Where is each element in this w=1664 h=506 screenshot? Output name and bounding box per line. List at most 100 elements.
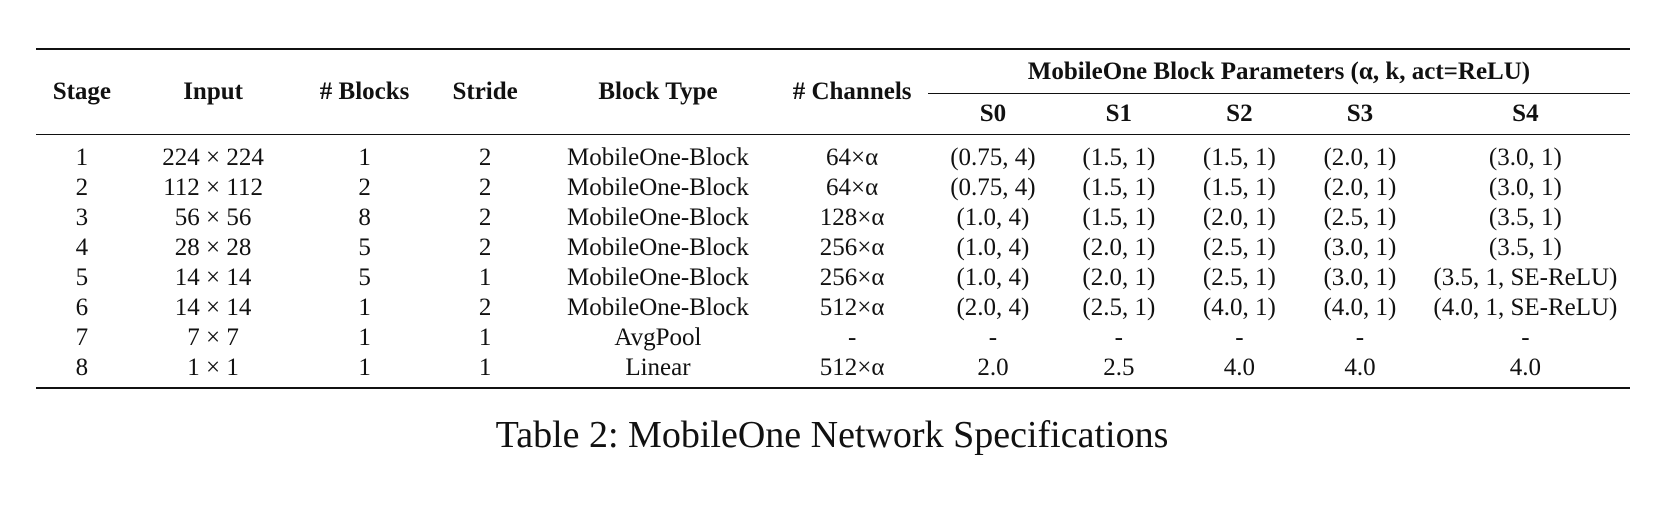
cell-s0: (1.0, 4) <box>956 234 1030 261</box>
header-row-top: Stage Input # Blocks Stride Block Type #… <box>36 48 1630 135</box>
cell-s3: (3.0, 1) <box>1323 234 1397 261</box>
cell-stage: 5 <box>75 264 89 291</box>
cell-s3: (2.5, 1) <box>1323 204 1397 231</box>
cell-channels: 64×α <box>826 174 879 201</box>
cell-block-type: MobileOne-Block <box>566 144 749 171</box>
cell-s1: (1.5, 1) <box>1082 144 1156 171</box>
cell-block-type: MobileOne-Block <box>566 174 749 201</box>
cell-input: 224 × 224 <box>162 144 264 171</box>
cell-input: 28 × 28 <box>174 234 252 261</box>
header-variant-s3: S3 <box>1299 93 1421 135</box>
cell-input: 56 × 56 <box>174 204 252 231</box>
cell-s0: (2.0, 4) <box>956 294 1030 321</box>
cell-block-type: MobileOne-Block <box>566 234 749 261</box>
cell-s3: (2.0, 1) <box>1323 174 1397 201</box>
cell-s0: - <box>988 324 998 351</box>
cell-blocks: 1 <box>358 324 371 351</box>
cell-stride: 1 <box>478 324 492 351</box>
header-block-parameters-group: MobileOne Block Parameters (α, k, act=Re… <box>927 48 1630 94</box>
header-variant-s4: S4 <box>1420 93 1630 135</box>
cell-s2: (2.0, 1) <box>1202 204 1276 231</box>
cell-s2: 4.0 <box>1179 353 1300 389</box>
cell-stride: 2 <box>478 234 492 261</box>
cell-stage: 6 <box>75 294 89 321</box>
cell-s2: (4.0, 1) <box>1202 294 1276 321</box>
cell-channels: 128×α <box>819 204 885 231</box>
cell-s2: (2.5, 1) <box>1202 264 1276 291</box>
cell-stage: 4 <box>75 234 89 261</box>
header-variant-s0: S0 <box>927 93 1059 135</box>
cell-s1: (2.5, 1) <box>1082 294 1156 321</box>
cell-stride: 2 <box>478 204 492 231</box>
cell-s4: (3.5, 1) <box>1488 234 1562 261</box>
cell-blocks: 5 <box>358 234 371 261</box>
cell-s2: (1.5, 1) <box>1202 174 1276 201</box>
cell-s2: (2.5, 1) <box>1202 234 1276 261</box>
cell-s3: (4.0, 1) <box>1323 294 1397 321</box>
cell-s4: (3.5, 1) <box>1488 204 1562 231</box>
cell-blocks: 5 <box>358 264 371 291</box>
cell-blocks: 1 <box>298 353 431 389</box>
cell-block-type: AvgPool <box>614 324 702 351</box>
cell-s1: (2.0, 1) <box>1082 234 1156 261</box>
cell-s0: (0.75, 4) <box>950 144 1036 171</box>
header-stride: Stride <box>430 48 540 135</box>
network-spec-table: Stage Input # Blocks Stride Block Type #… <box>36 48 1630 389</box>
cell-stage: 1 <box>75 144 89 171</box>
cell-blocks: 2 <box>358 174 371 201</box>
table-caption: Table 2: MobileOne Network Specification… <box>495 414 1169 456</box>
cell-channels: - <box>847 324 857 351</box>
cell-block-type: MobileOne-Block <box>566 294 749 321</box>
header-row-variants: S0 S1 S2 S3 S4 <box>36 93 1630 135</box>
cell-input: 14 × 14 <box>174 264 252 291</box>
cell-s4: - <box>1521 324 1530 351</box>
header-block-type: Block Type <box>539 48 777 135</box>
header-variant-s1: S1 <box>1058 93 1180 135</box>
cell-s1: (1.5, 1) <box>1082 174 1156 201</box>
cell-stride: 2 <box>478 144 492 171</box>
cell-s2: (1.5, 1) <box>1202 144 1276 171</box>
cell-s4: (3.5, 1, SE-ReLU) <box>1433 264 1618 291</box>
cell-stride: 1 <box>478 264 492 291</box>
table-row: 3 56 × 56 8 2 MobileOne-Block 128×α (1.0, 4) (1… <box>36 203 1630 233</box>
cell-stride: 1 <box>430 353 540 389</box>
cell-input: 14 × 14 <box>174 294 252 321</box>
cell-s0: (1.0, 4) <box>956 264 1030 291</box>
cell-channels: 512×α <box>819 294 885 321</box>
spec-table-container: Stage Input # Blocks Stride Block Type #… <box>36 48 1630 389</box>
cell-channels: 64×α <box>826 144 879 171</box>
cell-s3: (2.0, 1) <box>1323 144 1397 171</box>
cell-block-type: MobileOne-Block <box>566 264 749 291</box>
cell-blocks: 1 <box>358 294 371 321</box>
cell-block-type: Linear <box>539 353 777 389</box>
table-row: 7 7 × 7 1 1 AvgPool - - - - - - <box>36 323 1630 353</box>
cell-s4: (3.0, 1) <box>1488 144 1562 171</box>
cell-s4: (4.0, 1, SE-ReLU) <box>1433 294 1618 321</box>
cell-s3: (3.0, 1) <box>1323 264 1397 291</box>
cell-s1: 2.5 <box>1058 353 1180 389</box>
cell-s0: 2.0 <box>927 353 1059 389</box>
table-row: 2 112 × 112 2 2 MobileOne-Block 64×α (0.75, 4)… <box>36 173 1630 203</box>
header-variant-s2: S2 <box>1179 93 1300 135</box>
header-stage: Stage <box>36 48 128 135</box>
header-channels: # Channels <box>776 48 928 135</box>
table-row: 1 224 × 224 1 2 MobileOne-Block 64×α (0.75, 4)… <box>36 135 1630 174</box>
cell-s4: 4.0 <box>1420 353 1630 389</box>
cell-input: 7 × 7 <box>187 324 239 351</box>
cell-s3: - <box>1355 324 1365 351</box>
header-blocks: # Blocks <box>298 48 431 135</box>
cell-channels: 512×α <box>776 353 928 389</box>
cell-block-type: MobileOne-Block <box>566 204 749 231</box>
table-row: 5 14 × 14 5 1 MobileOne-Block 256×α (1.0, 4) (2… <box>36 263 1630 293</box>
cell-channels: 256×α <box>819 234 885 261</box>
cell-stage: 3 <box>75 204 89 231</box>
header-input: Input <box>127 48 299 135</box>
cell-stride: 2 <box>478 294 492 321</box>
cell-s4: (3.0, 1) <box>1488 174 1562 201</box>
cell-blocks: 1 <box>358 144 371 171</box>
table-row: 6 14 × 14 1 2 MobileOne-Block 512×α (2.0, 4) (2… <box>36 293 1630 323</box>
cell-blocks: 8 <box>358 204 371 231</box>
table-row: 4 28 × 28 5 2 MobileOne-Block 256×α (1.0, 4) (2… <box>36 233 1630 263</box>
cell-s0: (0.75, 4) <box>950 174 1036 201</box>
